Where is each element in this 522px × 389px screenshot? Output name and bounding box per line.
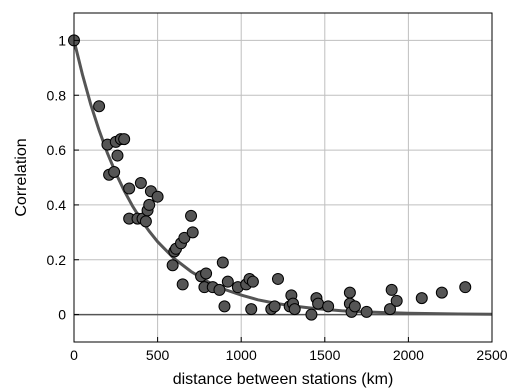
data-point (246, 275, 259, 288)
data-point (151, 190, 164, 203)
data-points (68, 34, 472, 321)
data-point (134, 176, 147, 189)
data-point (312, 297, 325, 310)
plot-frame (73, 12, 493, 343)
exponential-fit-curve (72, 40, 493, 316)
data-point (245, 303, 258, 316)
y-tick-label: 0.6 (47, 142, 67, 158)
data-point (384, 303, 397, 316)
x-tick-label: 1000 (226, 347, 257, 363)
data-point (216, 256, 229, 269)
data-point (435, 286, 448, 299)
data-point (415, 292, 428, 305)
y-axis-label: Correlation (13, 138, 30, 216)
data-point (186, 226, 199, 239)
data-point (459, 281, 472, 294)
data-point (218, 300, 231, 313)
x-tick-label: 500 (146, 347, 170, 363)
data-point (108, 166, 121, 179)
y-tick-label: 0.2 (47, 252, 67, 268)
data-point (221, 275, 234, 288)
grid-lines (74, 13, 492, 342)
data-point (185, 209, 198, 222)
x-axis-label: distance between stations (km) (173, 371, 394, 388)
x-tick-label: 2000 (393, 347, 424, 363)
data-point (305, 308, 318, 321)
data-point (348, 300, 361, 313)
x-tick-label: 0 (70, 347, 78, 363)
data-point (139, 215, 152, 228)
data-point (176, 278, 189, 291)
data-point (271, 272, 284, 285)
data-point (166, 259, 179, 272)
y-tick-label: 0.8 (47, 87, 67, 103)
data-point (385, 283, 398, 296)
data-point (343, 286, 356, 299)
data-point (143, 198, 156, 211)
y-tick-label: 1 (58, 32, 66, 48)
data-point (200, 267, 213, 280)
data-point (213, 283, 226, 296)
data-point (322, 300, 335, 313)
x-tick-label: 1500 (309, 347, 340, 363)
data-point (111, 149, 124, 162)
data-point (93, 100, 106, 113)
axis-ticks: 0 500 1000 1500 2000 2500 0 0.2 0.4 0.6 0.8 1 (47, 32, 508, 363)
data-point (360, 305, 373, 318)
data-point (178, 231, 191, 244)
data-point (118, 133, 131, 146)
x-tick-label: 2500 (476, 347, 507, 363)
data-point (268, 300, 281, 313)
data-point (390, 294, 403, 307)
data-point (123, 182, 136, 195)
y-tick-label: 0 (58, 307, 66, 323)
data-point (288, 303, 301, 316)
y-tick-label: 0.4 (47, 197, 67, 213)
